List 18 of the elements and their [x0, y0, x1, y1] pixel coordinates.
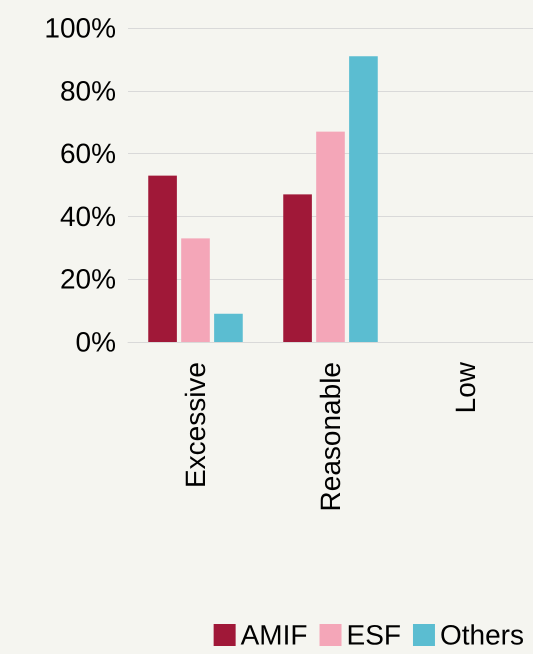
y-tick-label: 40% [60, 200, 116, 232]
y-tick-label: 20% [60, 264, 116, 295]
bar [148, 176, 177, 342]
bar [214, 314, 243, 342]
x-tick-label: Reasonable [315, 362, 346, 512]
legend-label: ESF [346, 620, 401, 650]
y-tick-label: 80% [60, 75, 116, 106]
x-tick-label: Low [450, 361, 481, 414]
bar [283, 194, 312, 342]
y-tick-label: 0% [76, 326, 116, 358]
x-tick-label: Excessive [180, 362, 211, 488]
legend-label: Others [440, 620, 524, 650]
bar [181, 238, 210, 342]
y-tick-label: 60% [60, 138, 116, 170]
y-tick-label: 100% [44, 12, 116, 44]
bar [316, 132, 345, 342]
bar [349, 56, 378, 342]
legend-label: AMIF [240, 620, 308, 650]
